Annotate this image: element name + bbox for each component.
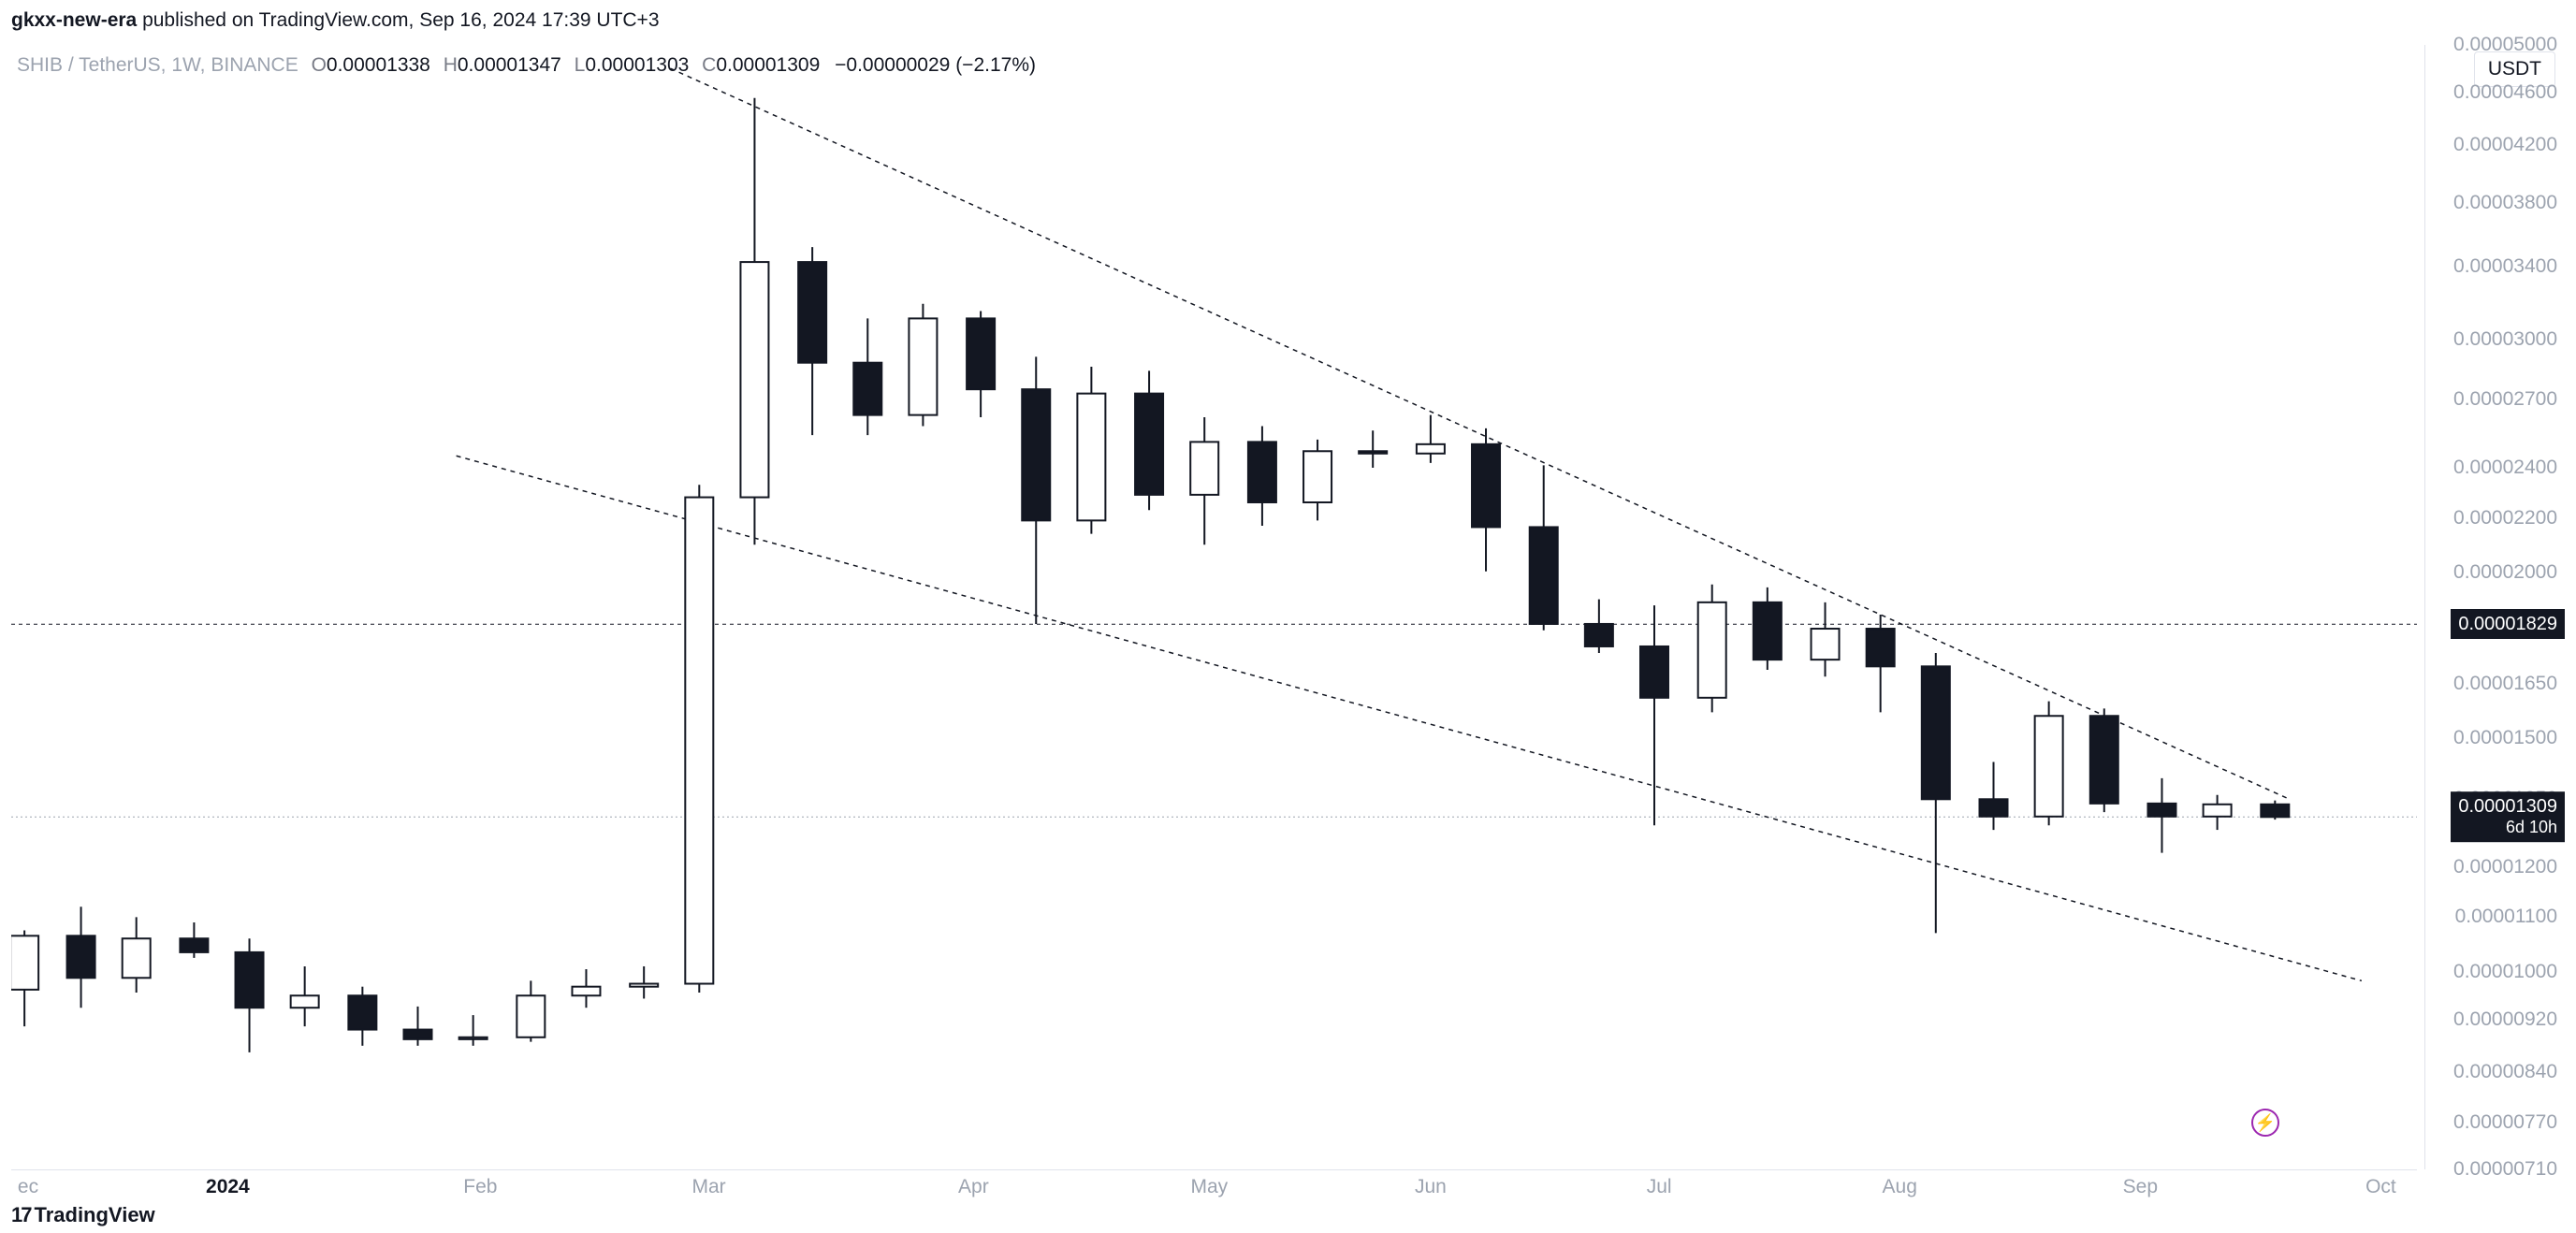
y-axis-tick: 0.00003400: [2453, 255, 2557, 278]
x-axis-tick: Apr: [958, 1176, 989, 1198]
candle-body[interactable]: [685, 498, 713, 984]
tv-logo-icon: 17: [11, 1203, 30, 1226]
y-axis-tick: 0.00004200: [2453, 134, 2557, 156]
y-axis-tick: 0.00001200: [2453, 856, 2557, 878]
candle-body[interactable]: [123, 938, 151, 978]
candle-body[interactable]: [2204, 805, 2232, 817]
candle-body[interactable]: [1135, 394, 1163, 495]
candlestick-chart: [11, 45, 2417, 1169]
candle-body[interactable]: [1867, 629, 1895, 666]
candle-body[interactable]: [459, 1037, 488, 1039]
y-axis-tick: 0.00002400: [2453, 457, 2557, 479]
x-axis[interactable]: ec 2024 Feb Mar Apr May Jun Jul Aug Sep Oct: [11, 1169, 2417, 1196]
candle-body[interactable]: [1530, 527, 1558, 624]
y-axis-tick: 0.00000770: [2453, 1111, 2557, 1134]
author: gkxx-new-era: [11, 9, 137, 31]
y-axis-tick: 0.00002000: [2453, 561, 2557, 584]
publish-date: Sep 16, 2024 17:39 UTC+3: [419, 9, 659, 31]
x-axis-tick: Jul: [1647, 1176, 1672, 1198]
x-axis-tick: Aug: [1883, 1176, 1917, 1198]
candle-body[interactable]: [2090, 716, 2118, 804]
y-axis-tick: 0.00002200: [2453, 507, 2557, 529]
candle-body[interactable]: [1248, 442, 1276, 502]
candle-body[interactable]: [67, 936, 95, 978]
trend-line[interactable]: [457, 456, 2362, 980]
candle-body[interactable]: [180, 938, 208, 952]
x-axis-tick: May: [1191, 1176, 1229, 1198]
candle-body[interactable]: [1698, 602, 1726, 698]
x-axis-tick: Oct: [2365, 1176, 2396, 1198]
candle-body[interactable]: [1359, 451, 1387, 453]
y-axis-tick: 0.00003800: [2453, 192, 2557, 214]
candle-body[interactable]: [348, 995, 376, 1029]
candle-body[interactable]: [11, 936, 38, 990]
y-axis-tick: 0.00001000: [2453, 961, 2557, 983]
y-axis-tick: 0.00000710: [2453, 1158, 2557, 1181]
tradingview-watermark: 17TradingView: [11, 1203, 155, 1227]
y-axis[interactable]: 0.000050000.000046000.000042000.00003800…: [2424, 45, 2565, 1169]
published-on: published on TradingView.com,: [142, 9, 414, 31]
candle-body[interactable]: [1640, 646, 1668, 698]
y-axis-tick: 0.00001500: [2453, 727, 2557, 749]
y-axis-tick: 0.00001100: [2455, 906, 2557, 928]
candle-body[interactable]: [798, 262, 826, 363]
candle-body[interactable]: [2147, 804, 2176, 817]
go-to-realtime-icon[interactable]: ⚡: [2251, 1109, 2279, 1137]
x-axis-tick: ec: [18, 1176, 38, 1198]
x-axis-tick: Sep: [2123, 1176, 2158, 1198]
candle-body[interactable]: [2035, 716, 2063, 817]
candle-body[interactable]: [1417, 444, 1445, 454]
candle-body[interactable]: [1922, 666, 1950, 799]
trend-line[interactable]: [670, 68, 2289, 799]
candle-body[interactable]: [236, 952, 264, 1008]
y-axis-tick: 0.00000920: [2453, 1008, 2557, 1031]
y-axis-tick: 0.00001650: [2453, 673, 2557, 695]
candle-body[interactable]: [2261, 805, 2289, 817]
candle-body[interactable]: [1585, 624, 1613, 646]
candle-body[interactable]: [1754, 602, 1782, 660]
candle-body[interactable]: [909, 318, 937, 414]
candle-body[interactable]: [517, 995, 545, 1037]
candle-body[interactable]: [572, 987, 600, 996]
candle-body[interactable]: [630, 984, 658, 987]
x-axis-tick: Mar: [691, 1176, 725, 1198]
x-axis-tick: Jun: [1415, 1176, 1447, 1198]
x-axis-tick: 2024: [206, 1176, 250, 1198]
x-axis-tick: Feb: [463, 1176, 497, 1198]
y-axis-tick: 0.00003000: [2453, 328, 2557, 351]
candle-body[interactable]: [291, 995, 319, 1008]
candle-body[interactable]: [1077, 394, 1105, 521]
y-axis-tick: 0.00005000: [2453, 34, 2557, 56]
y-axis-tick: 0.00002700: [2453, 388, 2557, 411]
y-axis-tick: 0.00000840: [2453, 1061, 2557, 1083]
chart-area[interactable]: ⚡: [11, 45, 2417, 1169]
price-label: 0.00001829: [2451, 609, 2565, 639]
candle-body[interactable]: [1190, 442, 1218, 494]
candle-body[interactable]: [1303, 451, 1332, 502]
y-axis-tick: 0.00004600: [2453, 81, 2557, 104]
publish-header: gkxx-new-era published on TradingView.co…: [11, 9, 660, 32]
candle-body[interactable]: [1472, 444, 1500, 528]
candle-body[interactable]: [853, 363, 881, 415]
candle-body[interactable]: [740, 262, 768, 497]
candle-body[interactable]: [403, 1030, 431, 1039]
price-label: 0.000013096d 10h: [2451, 791, 2565, 842]
candle-body[interactable]: [1812, 629, 1840, 660]
candle-body[interactable]: [967, 318, 995, 389]
candle-body[interactable]: [1022, 389, 1050, 520]
candle-body[interactable]: [1980, 799, 2008, 817]
